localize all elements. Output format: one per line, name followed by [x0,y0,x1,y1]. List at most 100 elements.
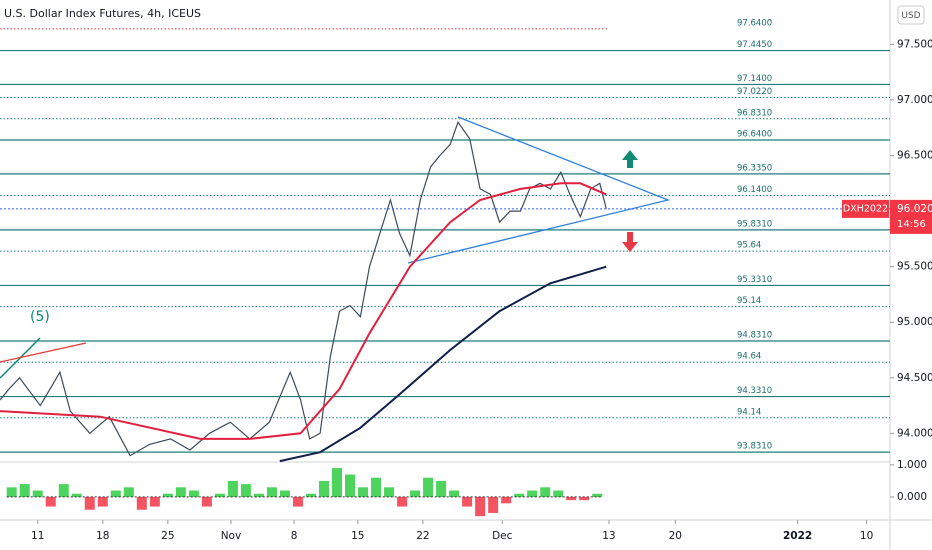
level-label: 96.6400 [737,130,772,140]
level-label: 95.3310 [737,275,772,285]
histogram-bar [475,496,486,517]
y-tick-label: 97.000 [897,94,932,106]
countdown: 14:56 [897,219,926,230]
y-tick-label: 95.000 [897,316,932,328]
price-line [0,182,607,440]
histogram-bar [488,496,499,513]
y-tick-label: 94.000 [897,427,932,439]
chart-title: U.S. Dollar Index Futures, 4h, ICEUS [4,7,201,20]
level-label: 97.4450 [737,40,772,50]
x-tick-label: 11 [31,530,44,542]
histogram-bar [32,490,43,497]
histogram-bar [332,468,343,497]
wave-label: (5) [30,309,50,325]
y-tick-label: 0.000 [897,491,927,503]
down-arrow [622,232,638,252]
histogram-bar [462,496,473,507]
x-tick-label: 22 [416,530,429,542]
level-label: 95.64 [737,241,761,251]
x-tick-label: 25 [161,530,174,542]
triangle [407,116,671,264]
histogram-bar [345,474,356,497]
histogram-bar [410,490,421,497]
histogram-bar [436,480,447,497]
level-label: 94.8310 [737,331,772,341]
histogram-bar [97,496,108,507]
price-tag [890,199,932,234]
trend-line [0,342,87,363]
histogram-bar [201,496,212,507]
level-label: 95.14 [737,296,761,306]
histogram-bar [58,484,69,497]
histogram-bar [371,477,382,497]
histogram-bar [527,490,538,497]
histogram-bar [358,487,369,497]
histogram-bar [188,490,199,497]
histogram-bar [6,487,17,497]
histogram-bar [175,487,186,497]
histogram-bar [305,493,316,497]
x-tick-label: 8 [291,530,298,542]
histogram-bar [397,496,408,507]
level-label: 94.14 [737,407,761,417]
histogram-bar [84,496,95,510]
level-label: 97.6400 [737,18,772,28]
histogram-bar [149,496,160,507]
histogram-bar [123,487,134,497]
y-tick-label: 94.500 [897,372,932,384]
histogram-bar [501,496,512,504]
symbol-tag [842,199,889,218]
histogram-bar [292,496,303,507]
histogram-bar [579,496,590,501]
price-line [0,120,607,457]
y-tick-label: 1.000 [897,459,927,471]
histogram-bar [240,484,251,497]
x-tick-label: 2022 [783,530,812,542]
histogram-bar [266,487,277,497]
histogram-bar [19,484,30,497]
histogram-bar [71,493,82,497]
histogram-bar [553,490,564,497]
x-tick-label: Dec [492,530,513,542]
histogram-bar [449,490,460,497]
x-tick-label: 18 [96,530,109,542]
histogram-bar [423,477,434,497]
histogram-bar [514,493,525,497]
histogram-bar [214,493,225,497]
y-tick-label: 95.500 [897,261,932,273]
currency-box[interactable] [897,5,925,25]
level-label: 96.3350 [737,163,772,173]
level-label: 96.1400 [737,185,772,195]
up-arrow [622,150,638,168]
level-label: 94.64 [737,352,761,362]
x-tick-label: 10 [860,530,873,542]
histogram-bar [318,480,329,497]
histogram-bar [110,490,121,497]
x-tick-label: 13 [602,530,615,542]
x-tick-label: 15 [351,530,364,542]
level-label: 93.8310 [737,442,772,452]
histogram-bar [253,493,264,497]
level-label: 95.8310 [737,219,772,229]
histogram-bar [162,493,173,497]
last-price-label: 96.020 [897,203,932,215]
currency: USD [901,11,920,21]
x-tick-label: Nov [221,530,242,542]
level-label: 97.0220 [737,87,772,97]
price-line [279,265,607,463]
x-tick-label: 20 [669,530,682,542]
level-label: 96.8310 [737,108,772,118]
histogram-bar [540,487,551,497]
y-tick-label: 97.500 [897,38,932,50]
histogram-bar [45,496,56,507]
histogram-bar [566,496,577,501]
histogram-bar [227,480,238,497]
histogram-bar [279,490,290,497]
y-tick-label: 96.500 [897,150,932,162]
histogram-bar [136,496,147,510]
histogram-bar [592,493,603,497]
histogram-bar [384,487,395,497]
symbol-label: DXH2022 [843,203,888,214]
